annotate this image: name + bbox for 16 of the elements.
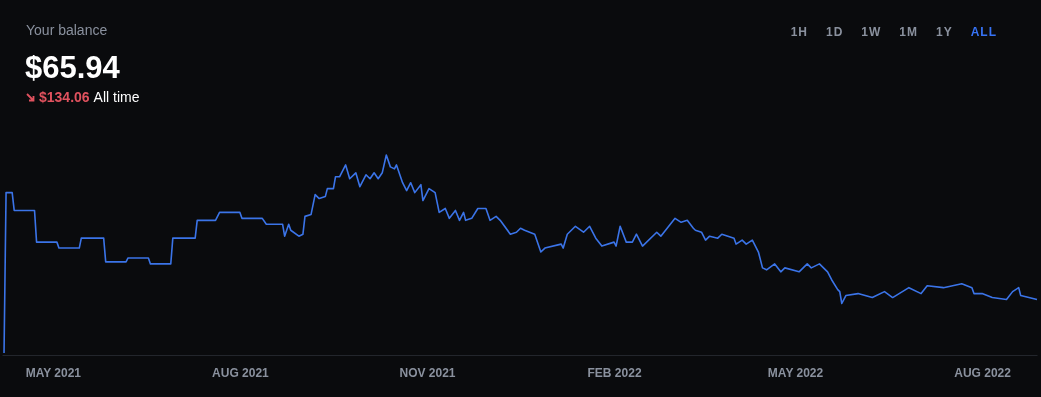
text: 1M <box>899 25 918 39</box>
text: 1W <box>861 25 882 39</box>
x-tick-label: NOV 2021 <box>399 365 456 380</box>
chart-subtitle: Your balance <box>26 22 108 38</box>
text: 1H <box>790 25 808 39</box>
x-tick-label: AUG 2022 <box>954 365 1012 380</box>
text: 1D <box>825 25 844 39</box>
text: ALL <box>970 25 997 39</box>
x-tick-label: MAY 2022 <box>767 365 824 380</box>
text: All time <box>93 89 140 105</box>
x-tick-label: AUG 2021 <box>212 365 270 380</box>
chart-title: $65.94 <box>25 50 120 86</box>
x-tick-label: FEB 2022 <box>587 365 642 380</box>
x-tick-label: MAY 2021 <box>25 365 82 380</box>
text: $134.06 <box>39 89 90 105</box>
text: 1Y <box>935 25 953 39</box>
